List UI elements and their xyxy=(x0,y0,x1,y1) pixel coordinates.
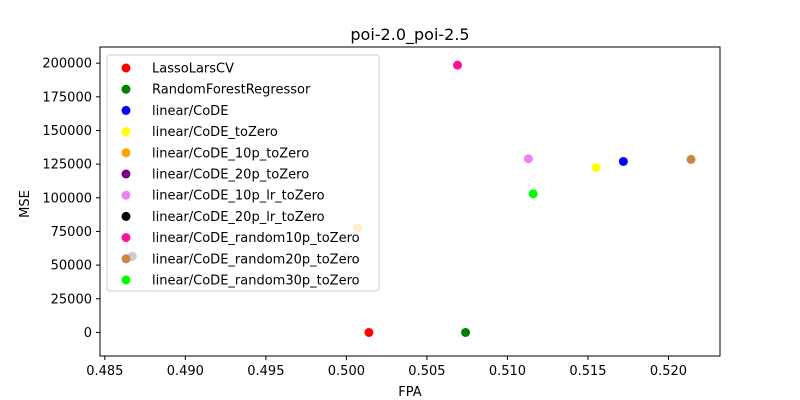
legend-label: linear/CoDE_random20p_toZero xyxy=(152,252,360,267)
x-tick-label: 0.485 xyxy=(86,364,123,379)
y-tick-label: 125000 xyxy=(42,158,92,173)
y-tick-label: 0 xyxy=(84,326,92,341)
data-point-series-2 xyxy=(618,156,628,166)
x-tick-label: 0.510 xyxy=(489,364,526,379)
data-point-series-6 xyxy=(523,154,533,164)
x-axis-label: FPA xyxy=(398,385,421,400)
legend: LassoLarsCV RandomForestRegressor linear/C… xyxy=(106,54,380,292)
x-tick-label: 0.505 xyxy=(408,364,445,379)
legend-frame xyxy=(106,54,380,292)
legend-marker xyxy=(121,127,131,137)
legend-marker xyxy=(121,63,131,73)
data-point-series-10 xyxy=(528,189,538,199)
y-tick-label: 200000 xyxy=(42,57,92,72)
y-tick-label: 75000 xyxy=(51,225,92,240)
data-point-series-9 xyxy=(686,154,696,164)
legend-marker xyxy=(121,211,131,221)
legend-marker xyxy=(121,254,131,264)
x-tick-label: 0.520 xyxy=(650,364,687,379)
legend-label: linear/CoDE_20p_toZero xyxy=(152,168,309,183)
y-tick-label: 50000 xyxy=(51,259,92,274)
plot-frame xyxy=(99,46,721,357)
legend-marker xyxy=(121,105,131,115)
legend-label: linear/CoDE_10p_lr_toZero xyxy=(152,189,325,204)
x-tick-label: 0.515 xyxy=(569,364,606,379)
y-tick-label: 150000 xyxy=(42,124,92,139)
legend-label: linear/CoDE_toZero xyxy=(152,125,278,140)
data-point-series-1 xyxy=(461,327,471,337)
legend-label: RandomForestRegressor xyxy=(152,83,311,98)
legend-marker xyxy=(121,148,131,158)
x-tick-label: 0.490 xyxy=(167,364,204,379)
chart-title: poi-2.0_poi-2.5 xyxy=(350,25,469,45)
data-point-series-0 xyxy=(364,327,374,337)
data-point-series-8 xyxy=(453,60,463,70)
legend-marker xyxy=(121,84,131,94)
x-tick-label: 0.500 xyxy=(328,364,365,379)
legend-marker xyxy=(121,190,131,200)
y-axis-label: MSE xyxy=(18,190,33,218)
legend-label: LassoLarsCV xyxy=(152,62,234,77)
y-tick-label: 175000 xyxy=(42,90,92,105)
legend-label: linear/CoDE xyxy=(152,104,228,119)
x-axis: 0.485 0.490 0.495 0.500 0.505 0.510 0.515 0.520 xyxy=(86,356,687,379)
data-point-series-3 xyxy=(591,163,601,173)
legend-label: linear/CoDE_20p_lr_toZero xyxy=(152,210,325,225)
legend-label: linear/CoDE_random10p_toZero xyxy=(152,231,360,246)
legend-marker xyxy=(121,275,131,285)
legend-marker xyxy=(121,169,131,179)
x-tick-label: 0.495 xyxy=(247,364,284,379)
y-tick-label: 100000 xyxy=(42,191,92,206)
y-axis: 0 25000 50000 75000 100000 125000 150000 175000… xyxy=(42,57,100,341)
legend-label: linear/CoDE_10p_toZero xyxy=(152,146,309,161)
legend-marker xyxy=(121,233,131,243)
y-tick-label: 25000 xyxy=(51,292,92,307)
legend-label: linear/CoDE_random30p_toZero xyxy=(152,274,360,289)
